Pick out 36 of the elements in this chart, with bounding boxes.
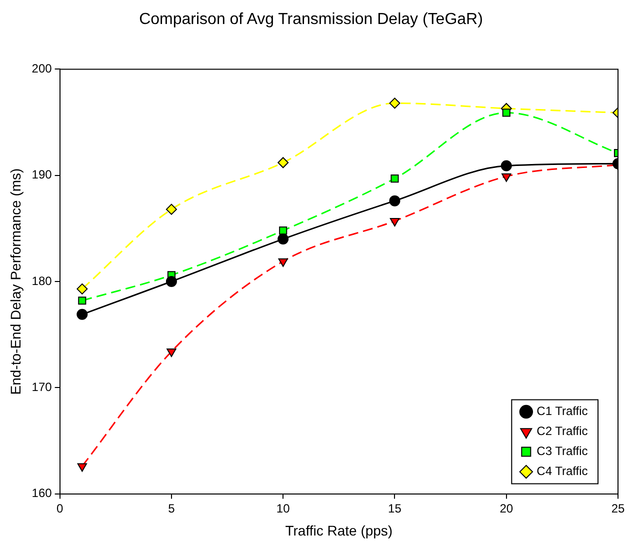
point (76, 308, 88, 320)
point (278, 234, 289, 245)
x-tick-label: 25 (611, 501, 625, 516)
point (76, 283, 88, 294)
y-tick-label: 180 (32, 274, 52, 288)
point (502, 173, 512, 182)
x-tick-label: 5 (168, 501, 176, 516)
point (77, 463, 87, 472)
point (390, 218, 400, 226)
point (278, 258, 288, 267)
chart-title: Comparison of Avg Transmission Delay (TeGaR) (139, 11, 483, 28)
point (166, 348, 176, 358)
x-tick-label: 20 (500, 501, 514, 516)
x-axis-title: Traffic Rate (pps) (285, 522, 393, 538)
x-tick-label: 10 (276, 501, 290, 516)
x-tick-label: 0 (56, 501, 64, 516)
point (390, 174, 399, 183)
point (502, 108, 510, 117)
y-tick-label: 190 (32, 168, 52, 182)
point (389, 195, 400, 206)
y-axis-title: End-to-End Delay Performance (ms) (7, 168, 24, 395)
legend-label: C1 Traffic (536, 404, 588, 418)
y-tick-label: 170 (32, 380, 52, 394)
point (78, 296, 86, 305)
legend-label: C3 Traffic (536, 444, 588, 458)
y-tick-label: 160 (32, 486, 52, 500)
legend-label: C4 Traffic (536, 464, 588, 478)
point (500, 160, 512, 172)
point (278, 157, 289, 168)
y-tick-label: 200 (32, 62, 52, 76)
legend-label: C2 Traffic (536, 424, 588, 438)
point (389, 98, 400, 109)
point (166, 204, 177, 215)
x-tick-label: 15 (388, 501, 402, 516)
point (279, 226, 288, 235)
point (166, 276, 177, 287)
